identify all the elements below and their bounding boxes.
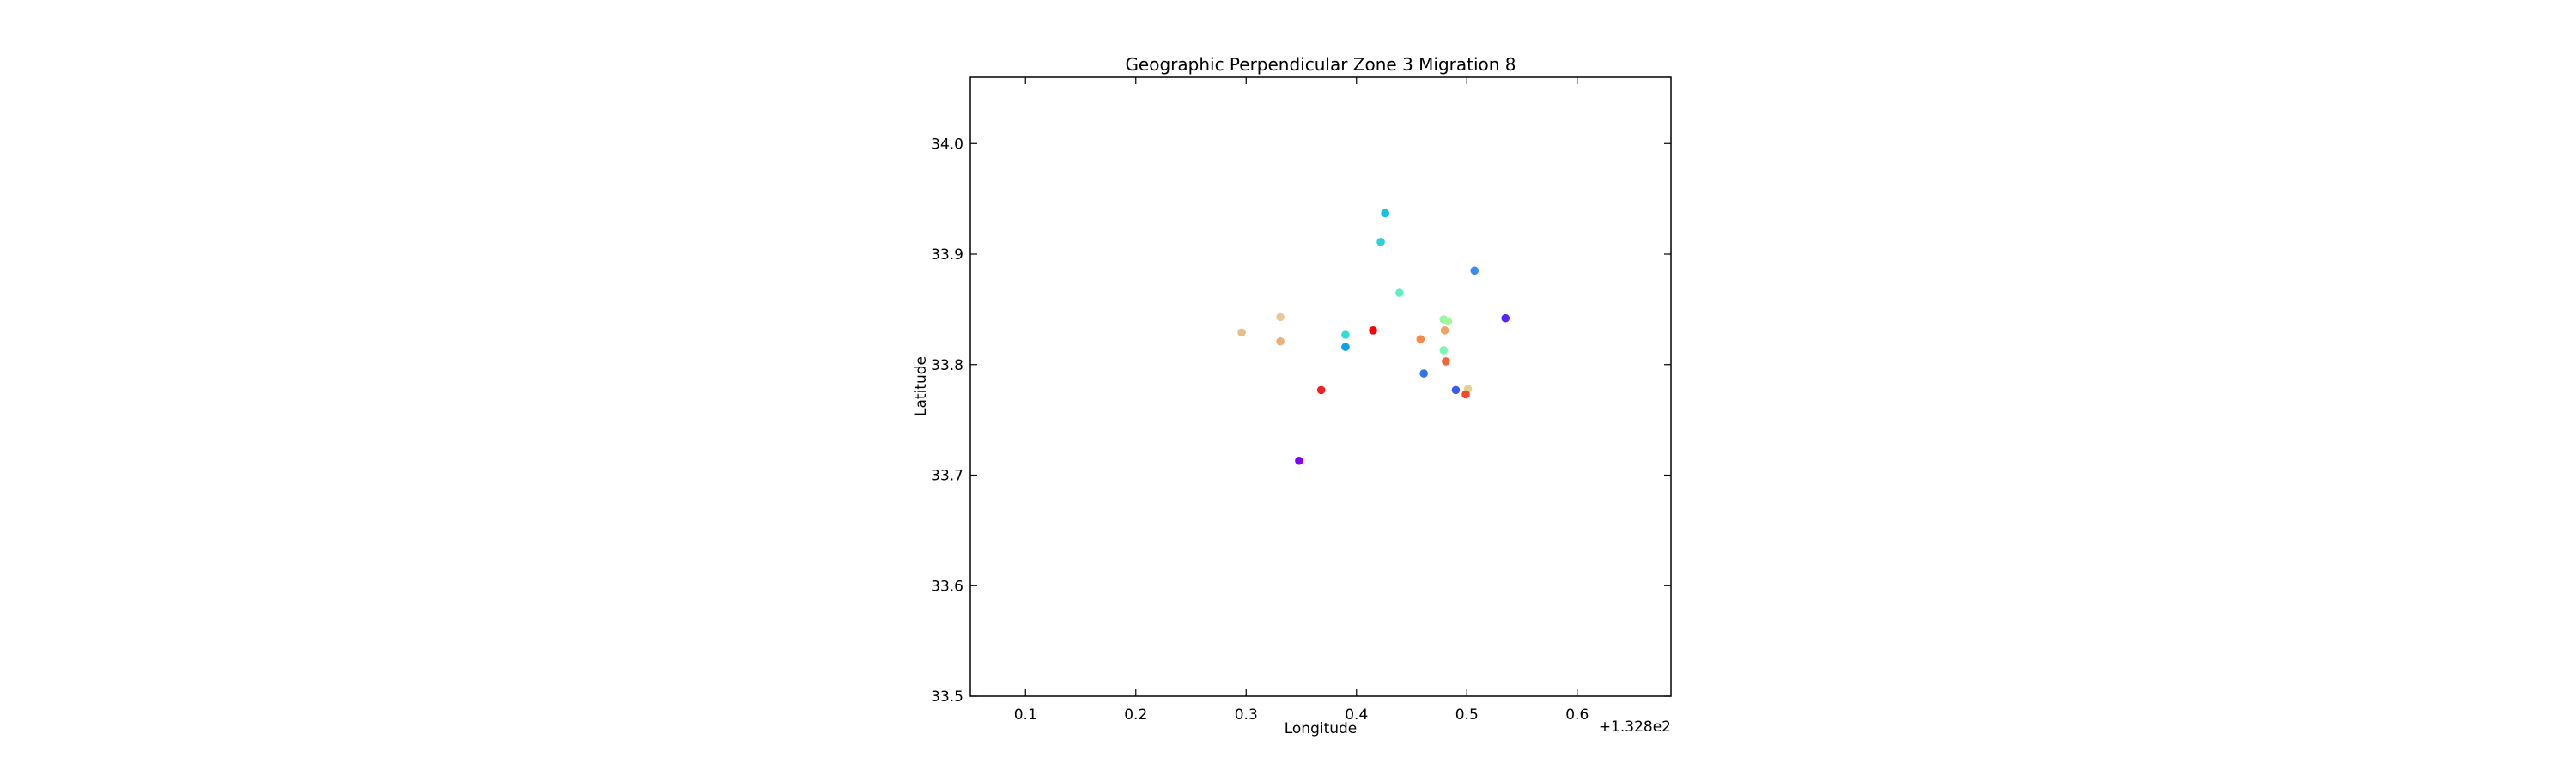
scatter-points (1237, 209, 1510, 465)
x-tick-label: 0.1 (1014, 706, 1037, 724)
x-axis-ticks: 0.1 0.2 0.3 0.4 0.5 0.6 (1014, 77, 1589, 724)
scatter-point (1419, 369, 1428, 378)
y-axis-ticks: 33.5 33.6 33.7 33.8 33.9 34.0 (931, 136, 1671, 706)
y-tick-label: 33.7 (931, 468, 963, 485)
x-tick-label: 0.5 (1455, 706, 1479, 724)
scatter-point (1295, 456, 1303, 465)
chart-title: Geographic Perpendicular Zone 3 Migratio… (1125, 54, 1516, 75)
scatter-point (1442, 357, 1450, 366)
y-tick-label: 33.8 (931, 357, 963, 374)
scatter-point (1276, 312, 1285, 322)
scatter-point (1316, 385, 1326, 395)
scatter-point (1439, 346, 1449, 355)
scatter-point (1341, 330, 1350, 339)
scatter-point (1395, 288, 1404, 297)
scatter-point (1381, 209, 1389, 218)
y-axis-label: Latitude (913, 356, 930, 416)
x-tick-label: 0.3 (1235, 706, 1258, 724)
x-tick-label: 0.6 (1565, 706, 1589, 724)
scatter-point (1416, 335, 1425, 343)
scatter-point (1276, 336, 1285, 346)
scatter-point (1440, 326, 1449, 335)
scatter-point (1369, 326, 1377, 335)
scatter-point (1470, 266, 1479, 276)
scatter-point (1451, 385, 1461, 395)
y-tick-label: 34.0 (931, 136, 963, 153)
scatter-point (1341, 343, 1350, 351)
y-tick-label: 33.6 (931, 578, 963, 595)
x-tick-label: 0.4 (1345, 706, 1368, 724)
y-tick-label: 33.9 (931, 246, 963, 264)
scatter-point (1443, 317, 1453, 326)
x-axis-offset-label: +1.328e2 (1599, 718, 1671, 736)
scatter-point (1376, 238, 1385, 246)
x-tick-label: 0.2 (1124, 706, 1147, 724)
x-axis-label: Longitude (1285, 720, 1358, 737)
scatter-point (1237, 328, 1246, 337)
scatter-point (1501, 313, 1510, 323)
y-tick-label: 33.5 (931, 688, 963, 706)
scatter-point (1461, 390, 1470, 399)
